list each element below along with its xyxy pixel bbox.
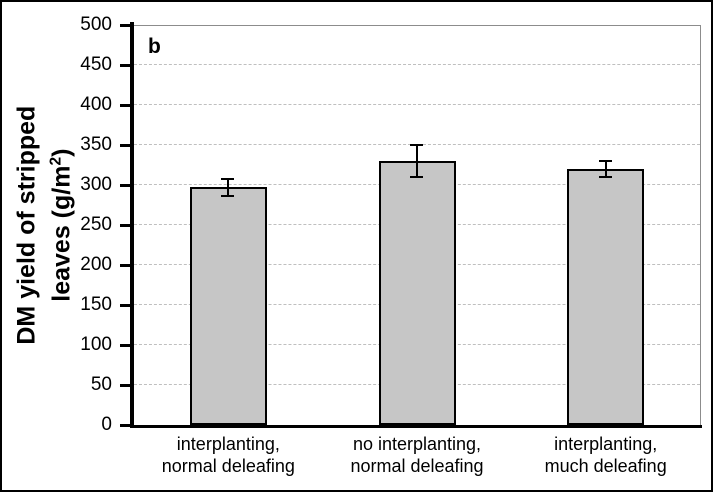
error-bar-3-top-cap: [598, 160, 612, 162]
y-tick-mark-0: [120, 424, 130, 427]
gridline-450: [134, 64, 700, 65]
y-tick-mark-100: [120, 344, 130, 347]
y-tick-label-450: 450: [80, 54, 112, 75]
y-tick-mark-400: [120, 104, 130, 107]
y-tick-mark-450: [120, 64, 130, 67]
error-bar-1: [227, 178, 230, 197]
plot-area: b: [134, 25, 700, 425]
y-tick-label-200: 200: [80, 254, 112, 275]
x-axis-line: [130, 425, 702, 428]
y-tick-label-350: 350: [80, 134, 112, 155]
gridline-400: [134, 104, 700, 105]
y-tick-mark-150: [120, 304, 130, 307]
bar-2: [378, 161, 456, 425]
x-category-label-1: interplanting, normal deleafing: [161, 434, 295, 476]
y-tick-label-0: 0: [101, 414, 112, 435]
y-tick-mark-350: [120, 144, 130, 147]
y-tick-label-150: 150: [80, 294, 112, 315]
error-bar-1-bottom-cap: [221, 195, 235, 198]
y-tick-mark-200: [120, 264, 130, 267]
error-bar-2: [416, 145, 418, 177]
bar-3: [567, 169, 645, 425]
y-tick-label-50: 50: [90, 374, 112, 395]
bar-1: [189, 187, 267, 425]
x-category-label-3: interplanting, much deleafing: [544, 434, 667, 476]
y-tick-label-100: 100: [80, 334, 112, 355]
superscript-2: 2: [46, 156, 64, 166]
y-tick-label-400: 400: [80, 94, 112, 115]
y-axis-line: [130, 22, 134, 428]
x-axis-category-labels: interplanting, normal deleafing no interp…: [134, 433, 700, 477]
y-tick-mark-250: [120, 224, 130, 227]
y-tick-mark-300: [120, 184, 130, 187]
y-tick-label-250: 250: [80, 214, 112, 235]
y-tick-label-500: 500: [80, 14, 112, 35]
y-tick-mark-500: [120, 24, 130, 27]
error-bar-3: [604, 161, 607, 177]
plot-top-border: [134, 25, 701, 26]
plot-right-border: [700, 25, 701, 425]
y-tick-mark-50: [120, 384, 130, 387]
y-tick-label-300: 300: [80, 174, 112, 195]
error-bar-2-top-cap: [410, 144, 423, 146]
error-bar-2-bottom-cap: [410, 176, 423, 178]
x-category-label-2: no interplanting, normal deleafing: [350, 434, 484, 476]
y-axis-title-line1: DM yield of stripped: [11, 105, 40, 345]
panel-label-b: b: [148, 35, 161, 58]
error-bar-1-top-cap: [221, 177, 235, 180]
error-bar-3-bottom-cap: [598, 176, 612, 178]
